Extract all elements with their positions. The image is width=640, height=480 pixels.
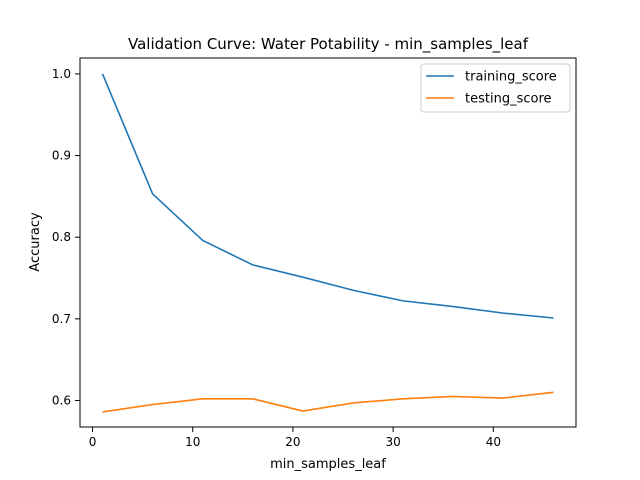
x-tick-label: 0 — [89, 435, 97, 449]
chart-title: Validation Curve: Water Potability - min… — [128, 35, 529, 54]
series-line-testing-score — [102, 391, 554, 413]
x-axis-label: min_samples_leaf — [270, 457, 386, 472]
y-tick-label: 0.9 — [52, 149, 71, 163]
legend-entry-label: training_score — [465, 70, 557, 85]
legend-entry-label: testing_score — [465, 92, 552, 107]
y-tick-label: 0.6 — [52, 393, 71, 407]
series-line-training-score — [101, 73, 554, 319]
x-tick-label: 20 — [285, 435, 300, 449]
legend-box — [420, 63, 571, 113]
x-tick-label: 40 — [486, 435, 501, 449]
y-tick-label: 0.8 — [52, 230, 71, 244]
y-tick-label: 0.7 — [52, 312, 71, 326]
plot-area: 0 10 20 30 40 0.6 0.7 0.8 0.9 1.0 — [52, 67, 554, 449]
plot-frame — [79, 57, 577, 428]
x-tick-label: 10 — [185, 435, 200, 449]
y-tick-label: 1.0 — [52, 67, 71, 81]
chart-legend: training_score testing_score — [420, 63, 571, 113]
x-tick-label: 30 — [385, 435, 400, 449]
y-axis-label: Accuracy — [28, 212, 43, 272]
